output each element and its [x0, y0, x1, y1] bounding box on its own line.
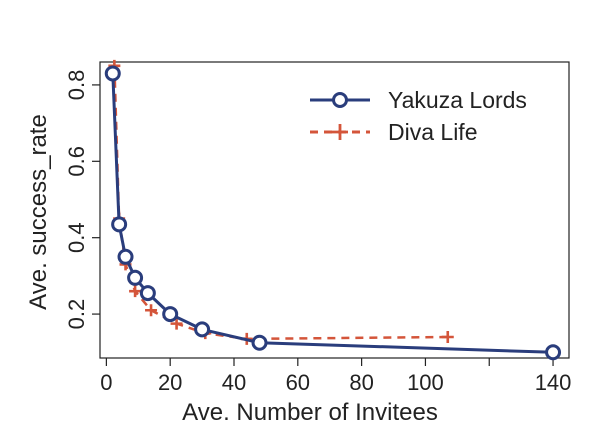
yakuza-lords-line — [111, 73, 554, 354]
x-tick-label: 20 — [158, 370, 182, 395]
y-axis-label: Ave. success_rate — [25, 114, 52, 310]
x-tick-label: 60 — [286, 370, 310, 395]
legend-marker — [332, 124, 348, 140]
legend-label: Diva Life — [388, 119, 477, 145]
x-tick-label: 40 — [222, 370, 246, 395]
diva-life-point — [170, 317, 183, 330]
x-tick-label: 140 — [535, 370, 572, 395]
x-tick-label: 100 — [407, 370, 444, 395]
diva-life-point — [129, 285, 142, 298]
legend-marker — [332, 92, 348, 108]
yakuza-lords-point — [545, 344, 562, 361]
series-layer — [104, 59, 562, 361]
legend: Yakuza Lords Diva Life — [310, 87, 527, 145]
yakuza-lords-point — [111, 216, 128, 233]
y-axis: 0.2 0.4 0.6 0.8 — [64, 70, 100, 330]
yakuza-lords-point — [194, 321, 211, 338]
x-tick-label: 0 — [100, 370, 112, 395]
legend-item-yakuza-lords: Yakuza Lords — [310, 87, 527, 113]
x-tick-label: 80 — [349, 370, 373, 395]
yakuza-lords-point — [104, 65, 121, 82]
diva-life-point — [145, 304, 158, 317]
y-tick-label: 0.4 — [64, 222, 89, 253]
yakuza-lords-point — [251, 334, 268, 351]
yakuza-lords-point — [162, 306, 179, 323]
x-axis: 0 20 40 60 80 100 140 — [100, 358, 571, 395]
diva-life-point — [441, 330, 454, 343]
y-tick-label: 0.8 — [64, 70, 89, 101]
yakuza-lords-point — [117, 248, 134, 265]
y-tick-label: 0.2 — [64, 299, 89, 330]
yakuza-lords-point — [139, 285, 156, 302]
y-tick-label: 0.6 — [64, 146, 89, 177]
legend-label: Yakuza Lords — [388, 87, 527, 113]
yakuza-lords-point — [127, 269, 144, 286]
plot-frame — [99, 61, 570, 359]
x-axis-label: Ave. Number of Invitees — [182, 399, 438, 426]
legend-item-diva-life: Diva Life — [310, 119, 477, 145]
